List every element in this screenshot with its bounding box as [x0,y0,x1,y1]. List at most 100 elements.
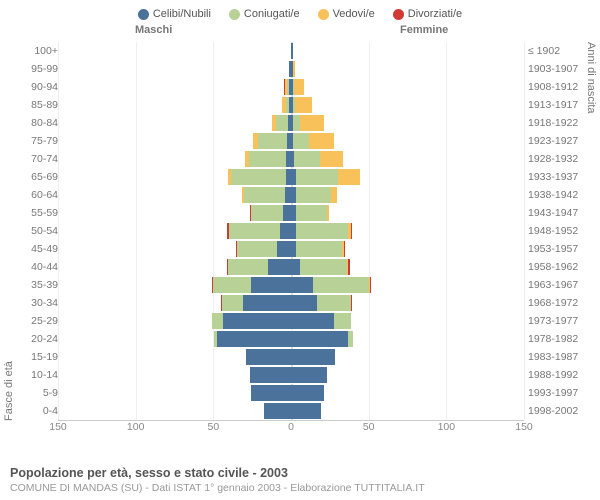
bar-segment [348,259,350,275]
birth-label: 1948-1952 [528,222,582,240]
bar-segment [370,277,371,293]
bar-segment [296,205,327,221]
male-bar [58,241,291,257]
bar-segment [351,223,352,239]
bar-row [58,168,524,186]
legend-label: Divorziati/e [408,8,462,20]
female-bar [291,169,524,185]
bar-row [58,366,524,384]
female-bar [291,187,524,203]
male-bar [58,79,291,95]
legend-swatch [318,9,329,20]
age-label: 15-19 [18,348,58,366]
female-bar [291,115,524,131]
bar-segment [327,205,329,221]
bar-segment [313,277,369,293]
bar-segment [291,277,313,293]
legend-item: Coniugati/e [229,8,300,20]
age-label: 80-84 [18,114,58,132]
bar-row [58,258,524,276]
bar-segment [338,169,360,185]
bar-segment [348,331,353,347]
bar-segment [331,187,336,203]
legend-label: Vedovi/e [333,8,375,20]
bar-segment [291,295,317,311]
age-label: 40-44 [18,258,58,276]
age-label: 50-54 [18,222,58,240]
age-label: 25-29 [18,312,58,330]
plot [58,42,524,421]
bar-segment [291,259,300,275]
header-male: Maschi [135,24,172,36]
female-bar [291,367,524,383]
grid-line [524,42,525,420]
female-bar [291,223,524,239]
bar-segment [296,241,343,257]
bar-segment [283,205,291,221]
age-label: 0-4 [18,402,58,420]
male-bar [58,133,291,149]
birth-label: 1933-1937 [528,168,582,186]
footer: Popolazione per età, sesso e stato civil… [10,466,590,494]
bar-segment [251,205,284,221]
age-label: 100+ [18,42,58,60]
male-bar [58,349,291,365]
x-tick: 100 [127,421,145,433]
bar-segment [344,241,345,257]
bar-rows [58,42,524,420]
birth-label: 1938-1942 [528,186,582,204]
male-bar [58,187,291,203]
age-label: 60-64 [18,186,58,204]
male-bar [58,61,291,77]
bar-segment [291,331,348,347]
male-bar [58,403,291,419]
x-axis: 15010050050100150 [58,421,524,437]
header-female: Femmine [400,24,448,36]
birth-label: 1918-1922 [528,114,582,132]
bar-segment [222,295,243,311]
bar-row [58,132,524,150]
birth-label: 1953-1957 [528,240,582,258]
bar-segment [213,277,250,293]
male-bar [58,169,291,185]
legend-item: Divorziati/e [393,8,462,20]
male-bar [58,277,291,293]
birth-label: 1968-1972 [528,294,582,312]
age-label: 5-9 [18,384,58,402]
bar-row [58,384,524,402]
bar-segment [294,151,320,167]
birth-label: 1958-1962 [528,258,582,276]
bar-row [58,204,524,222]
female-bar [291,133,524,149]
bar-row [58,330,524,348]
female-bar [291,79,524,95]
chart-title: Popolazione per età, sesso e stato civil… [10,466,590,480]
legend: Celibi/Nubili Coniugati/e Vedovi/e Divorzia… [0,0,600,24]
age-axis: 100+95-9990-9485-8980-8475-7970-7465-696… [18,42,58,421]
birth-label: 1923-1927 [528,132,582,150]
legend-swatch [229,9,240,20]
age-label: 45-49 [18,240,58,258]
bar-segment [250,367,291,383]
bar-segment [351,295,352,311]
female-bar [291,331,524,347]
birth-label: 1973-1977 [528,312,582,330]
male-bar [58,295,291,311]
age-label: 85-89 [18,96,58,114]
bar-segment [294,79,304,95]
bar-segment [212,313,223,329]
bar-segment [249,151,286,167]
bar-segment [243,295,291,311]
y-axis-left-label: Fasce di età [0,42,18,421]
bar-row [58,312,524,330]
bar-segment [296,169,339,185]
bar-segment [317,295,350,311]
birth-axis: ≤ 19021903-19071908-19121913-19171918-19… [524,42,582,421]
x-tick: 150 [49,421,67,433]
legend-label: Celibi/Nubili [153,8,211,20]
bar-row [58,348,524,366]
age-label: 10-14 [18,366,58,384]
birth-label: 1993-1997 [528,384,582,402]
bar-segment [295,97,312,113]
y-axis-right-label: Anni di nascita [582,42,600,421]
